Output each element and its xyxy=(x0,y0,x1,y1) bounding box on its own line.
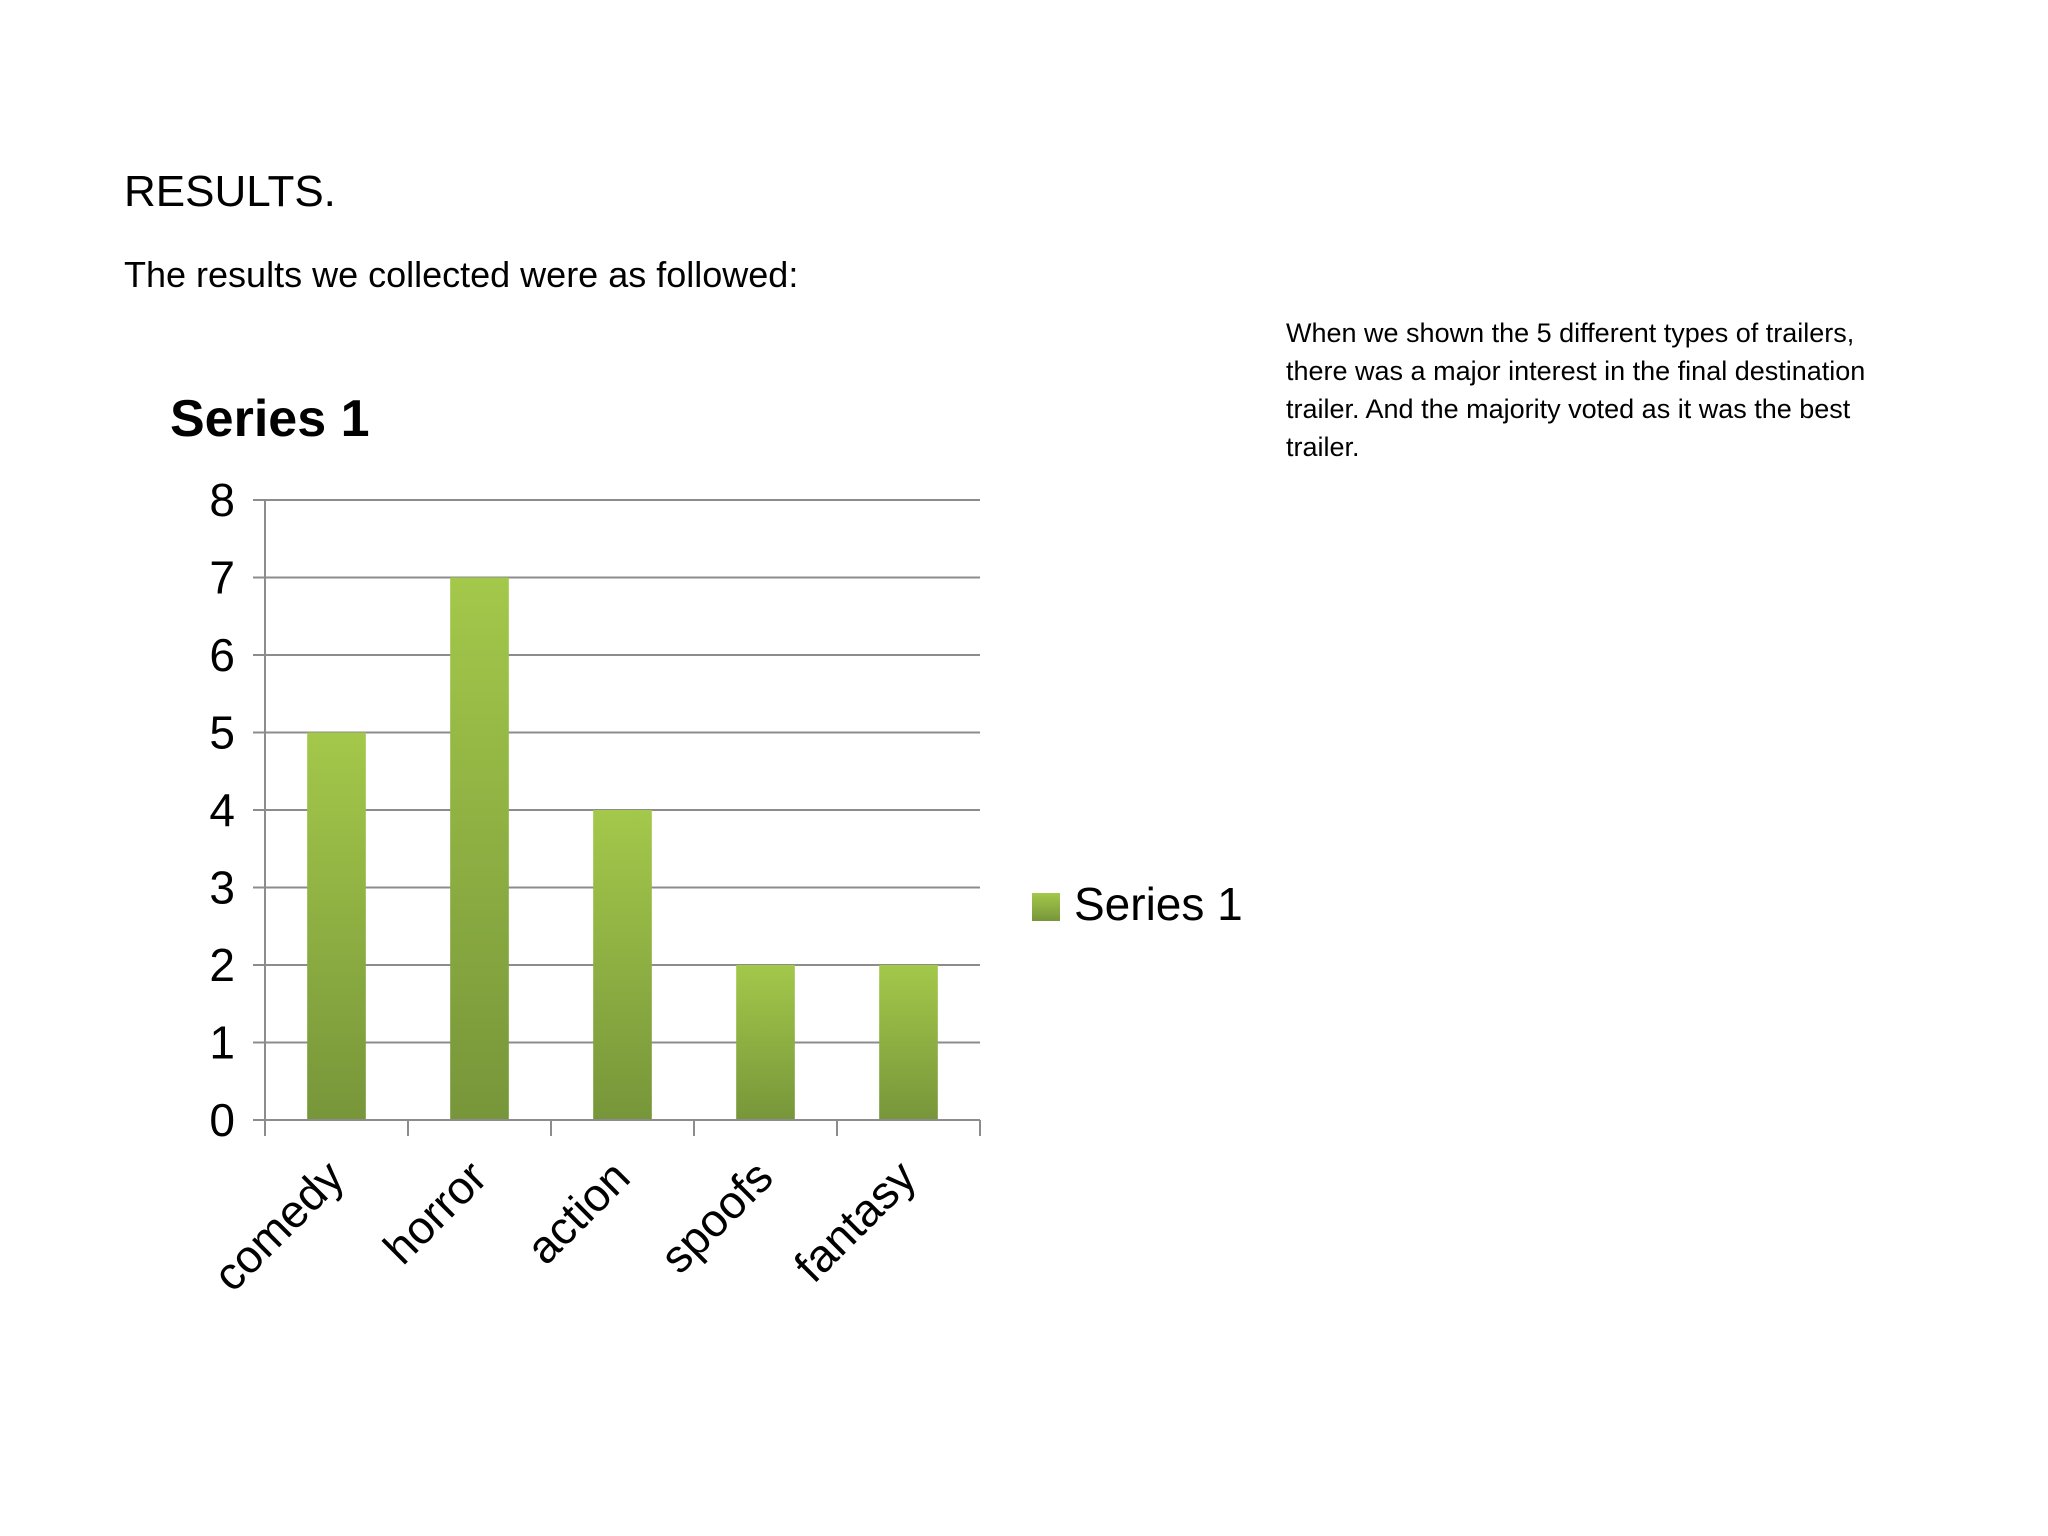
y-tick-label: 8 xyxy=(209,474,235,526)
y-tick-label: 3 xyxy=(209,862,235,914)
y-tick-label: 6 xyxy=(209,629,235,681)
y-tick-label: 2 xyxy=(209,939,235,991)
x-category-label: fantasy xyxy=(784,1150,926,1292)
x-category-label: action xyxy=(516,1150,640,1274)
intro-text: The results we collected were as followe… xyxy=(124,254,799,295)
x-category-label: horror xyxy=(373,1150,497,1274)
bar-chart: Series 1 0 1 2 3 4 5 6 7 8 comedy horror action spoo… xyxy=(170,390,1243,1301)
legend-swatch xyxy=(1032,893,1060,921)
y-tick-label: 4 xyxy=(209,784,235,836)
bar-action xyxy=(593,810,652,1120)
chart-title: Series 1 xyxy=(170,390,370,448)
results-note: When we shown the 5 different types of t… xyxy=(1286,318,1866,462)
x-category-label: comedy xyxy=(203,1150,354,1301)
legend-label: Series 1 xyxy=(1074,878,1243,930)
x-category-label: spoofs xyxy=(650,1150,783,1283)
bar-fantasy xyxy=(879,965,938,1120)
bar-spoofs xyxy=(736,965,795,1120)
slide-heading: RESULTS. xyxy=(124,167,336,216)
y-tick-label: 1 xyxy=(209,1017,235,1069)
y-tick-label: 7 xyxy=(209,552,235,604)
bar-comedy xyxy=(307,732,366,1120)
y-tick-label: 5 xyxy=(209,707,235,759)
y-tick-label: 0 xyxy=(209,1094,235,1146)
bar-horror xyxy=(450,577,509,1120)
